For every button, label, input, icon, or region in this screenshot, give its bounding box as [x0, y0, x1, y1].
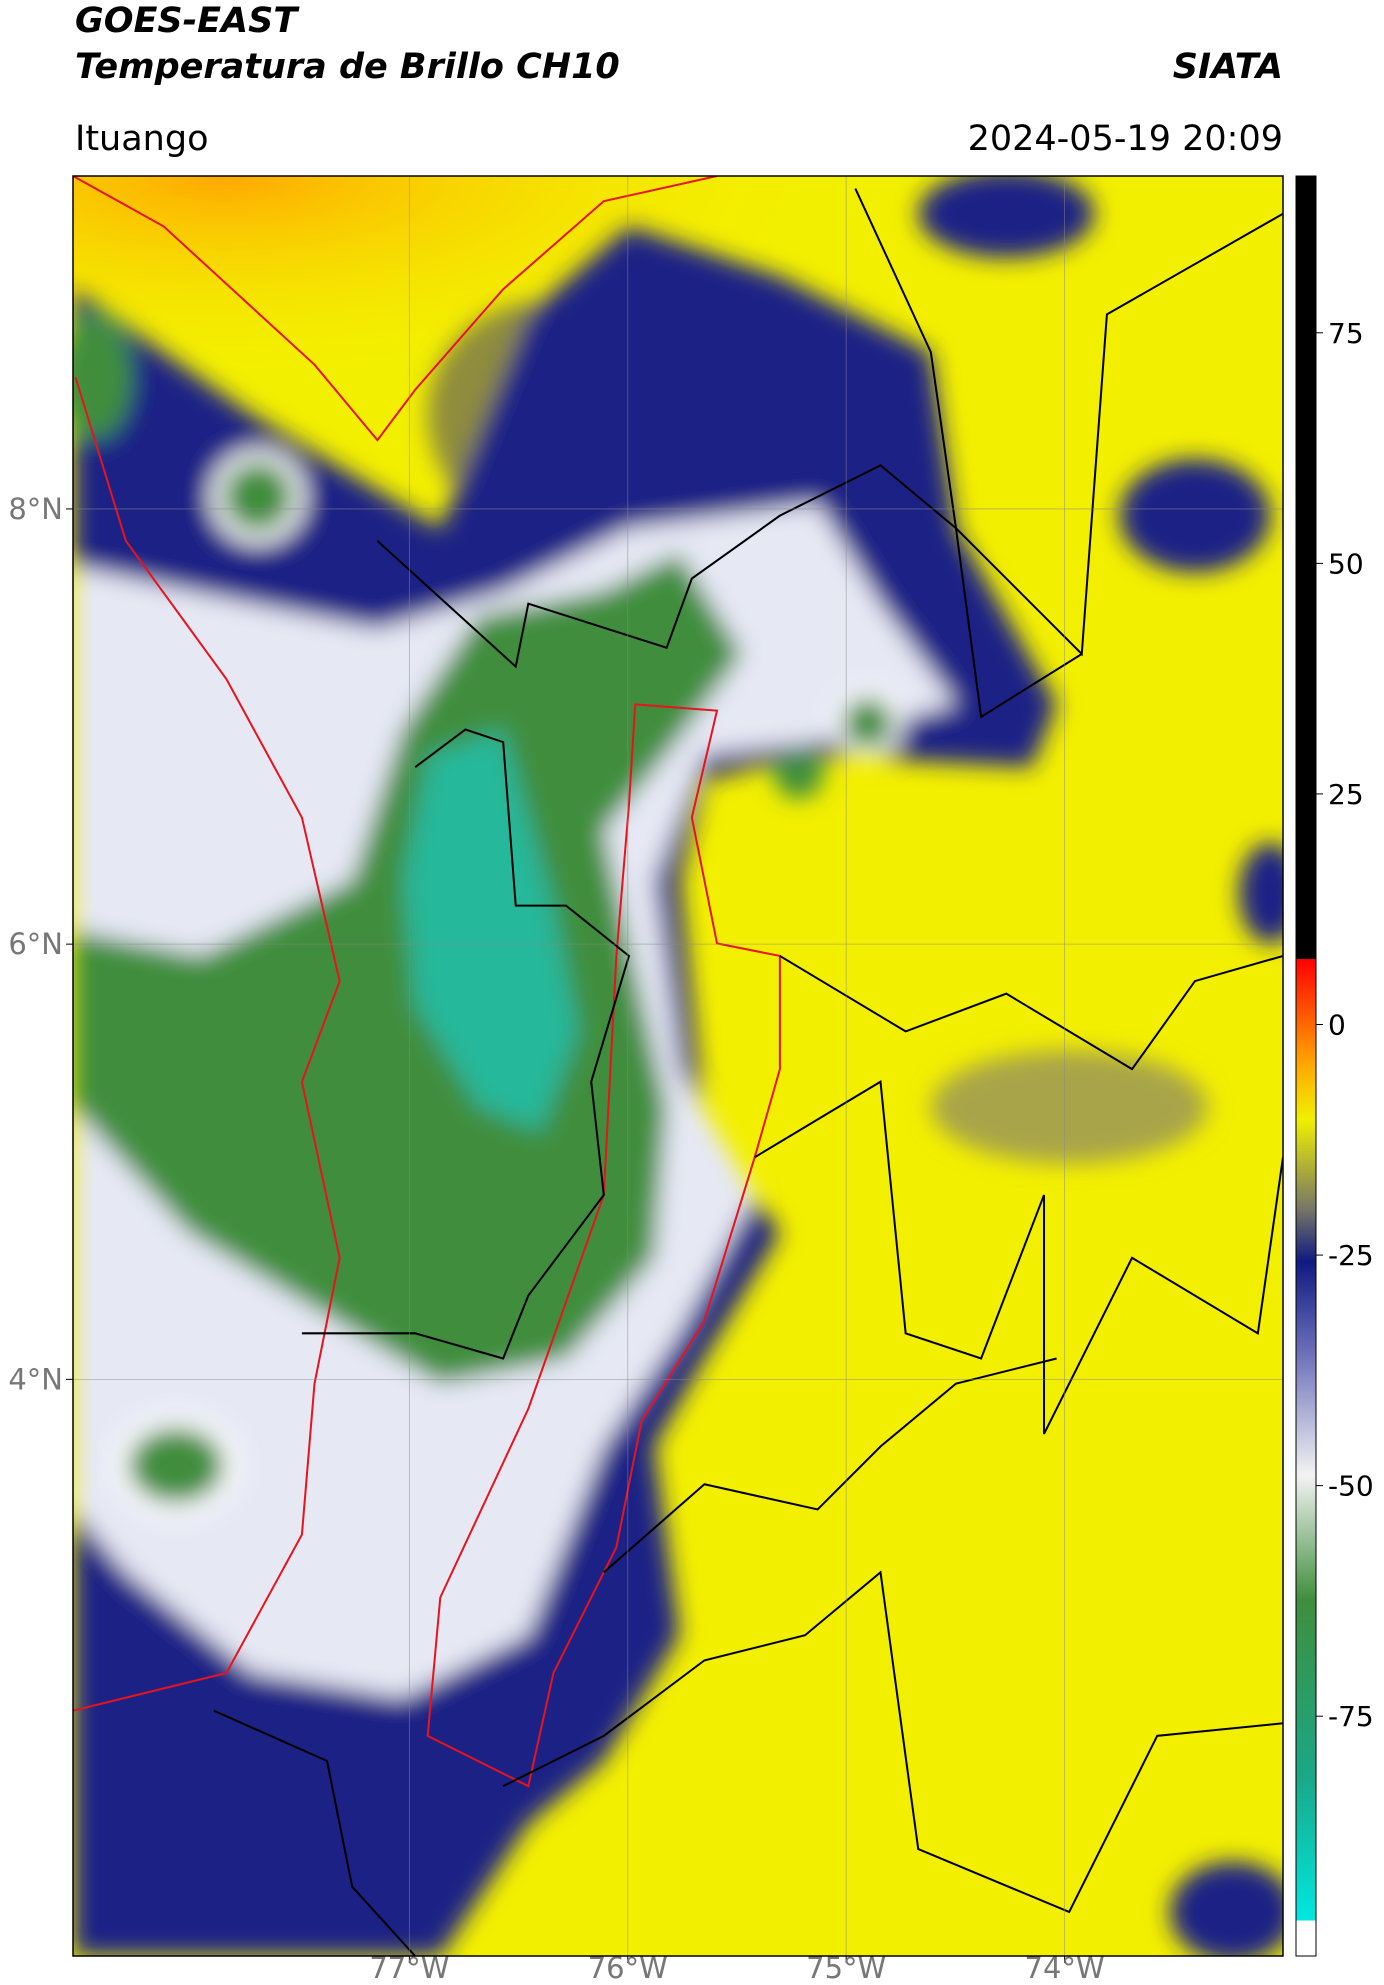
datetime: 2024-05-19 20:09 [968, 119, 1283, 159]
colorbar-tick-label: 25 [1328, 778, 1364, 811]
colorbar-tick-label: -25 [1328, 1239, 1374, 1272]
lat-tick-label: 6°N [8, 927, 63, 961]
colorbar-tick-label: 50 [1328, 547, 1364, 580]
lat-tick-label: 8°N [8, 492, 63, 526]
map-frame [72, 175, 1284, 1957]
colorbar-tick-label: -50 [1328, 1470, 1374, 1503]
colorbar-tick-label: -75 [1328, 1700, 1374, 1733]
title: GOES-EAST [75, 1, 300, 41]
subtitle: Temperatura de Brillo CH10 [75, 47, 620, 87]
colorbar-tick-label: 0 [1328, 1008, 1346, 1041]
satellite-image [73, 176, 1283, 1956]
colorbar-tick-label: 75 [1328, 317, 1364, 350]
org: SIATA [1173, 47, 1283, 87]
colorbar-ticks: 75 50 25 0 -25 -50 -75 [1316, 317, 1374, 1733]
lat-tick-label: 4°N [8, 1362, 63, 1396]
colorbar [1295, 175, 1317, 1957]
location: Ituango [75, 119, 209, 159]
